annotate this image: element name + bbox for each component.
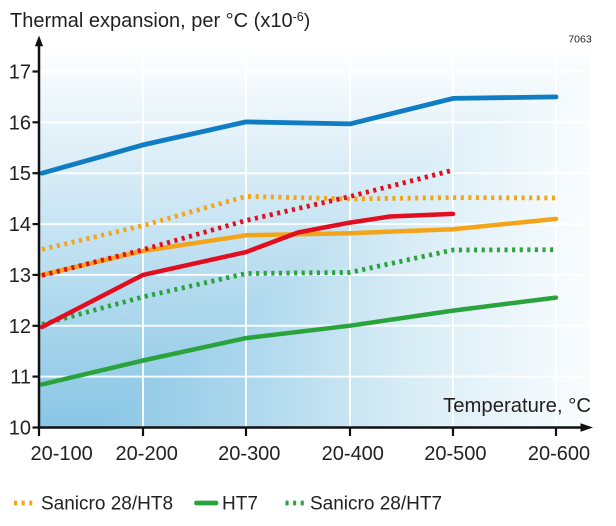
svg-text:Sanicro 28/HT8: Sanicro 28/HT8 <box>41 494 173 515</box>
svg-text:15: 15 <box>9 163 31 185</box>
svg-text:20-300: 20-300 <box>218 443 280 465</box>
svg-text:20-600: 20-600 <box>528 443 590 465</box>
svg-text:20-400: 20-400 <box>322 443 384 465</box>
svg-text:Temperature, °C: Temperature, °C <box>443 395 591 417</box>
svg-text:Thermal expansion, per °C (x10: Thermal expansion, per °C (x10-6) <box>10 10 310 32</box>
svg-text:20-500: 20-500 <box>424 443 486 465</box>
svg-text:7063: 7063 <box>568 34 592 46</box>
svg-text:14: 14 <box>9 214 31 236</box>
svg-text:12: 12 <box>9 316 31 338</box>
svg-text:16: 16 <box>9 112 31 134</box>
svg-text:13: 13 <box>9 265 31 287</box>
svg-text:11: 11 <box>10 367 31 389</box>
svg-text:20-100: 20-100 <box>30 443 92 465</box>
svg-text:HT7: HT7 <box>222 494 258 515</box>
svg-text:10: 10 <box>9 418 31 440</box>
svg-text:Sanicro 28/HT7: Sanicro 28/HT7 <box>310 494 442 515</box>
svg-text:20-200: 20-200 <box>116 443 178 465</box>
svg-text:17: 17 <box>9 62 31 84</box>
